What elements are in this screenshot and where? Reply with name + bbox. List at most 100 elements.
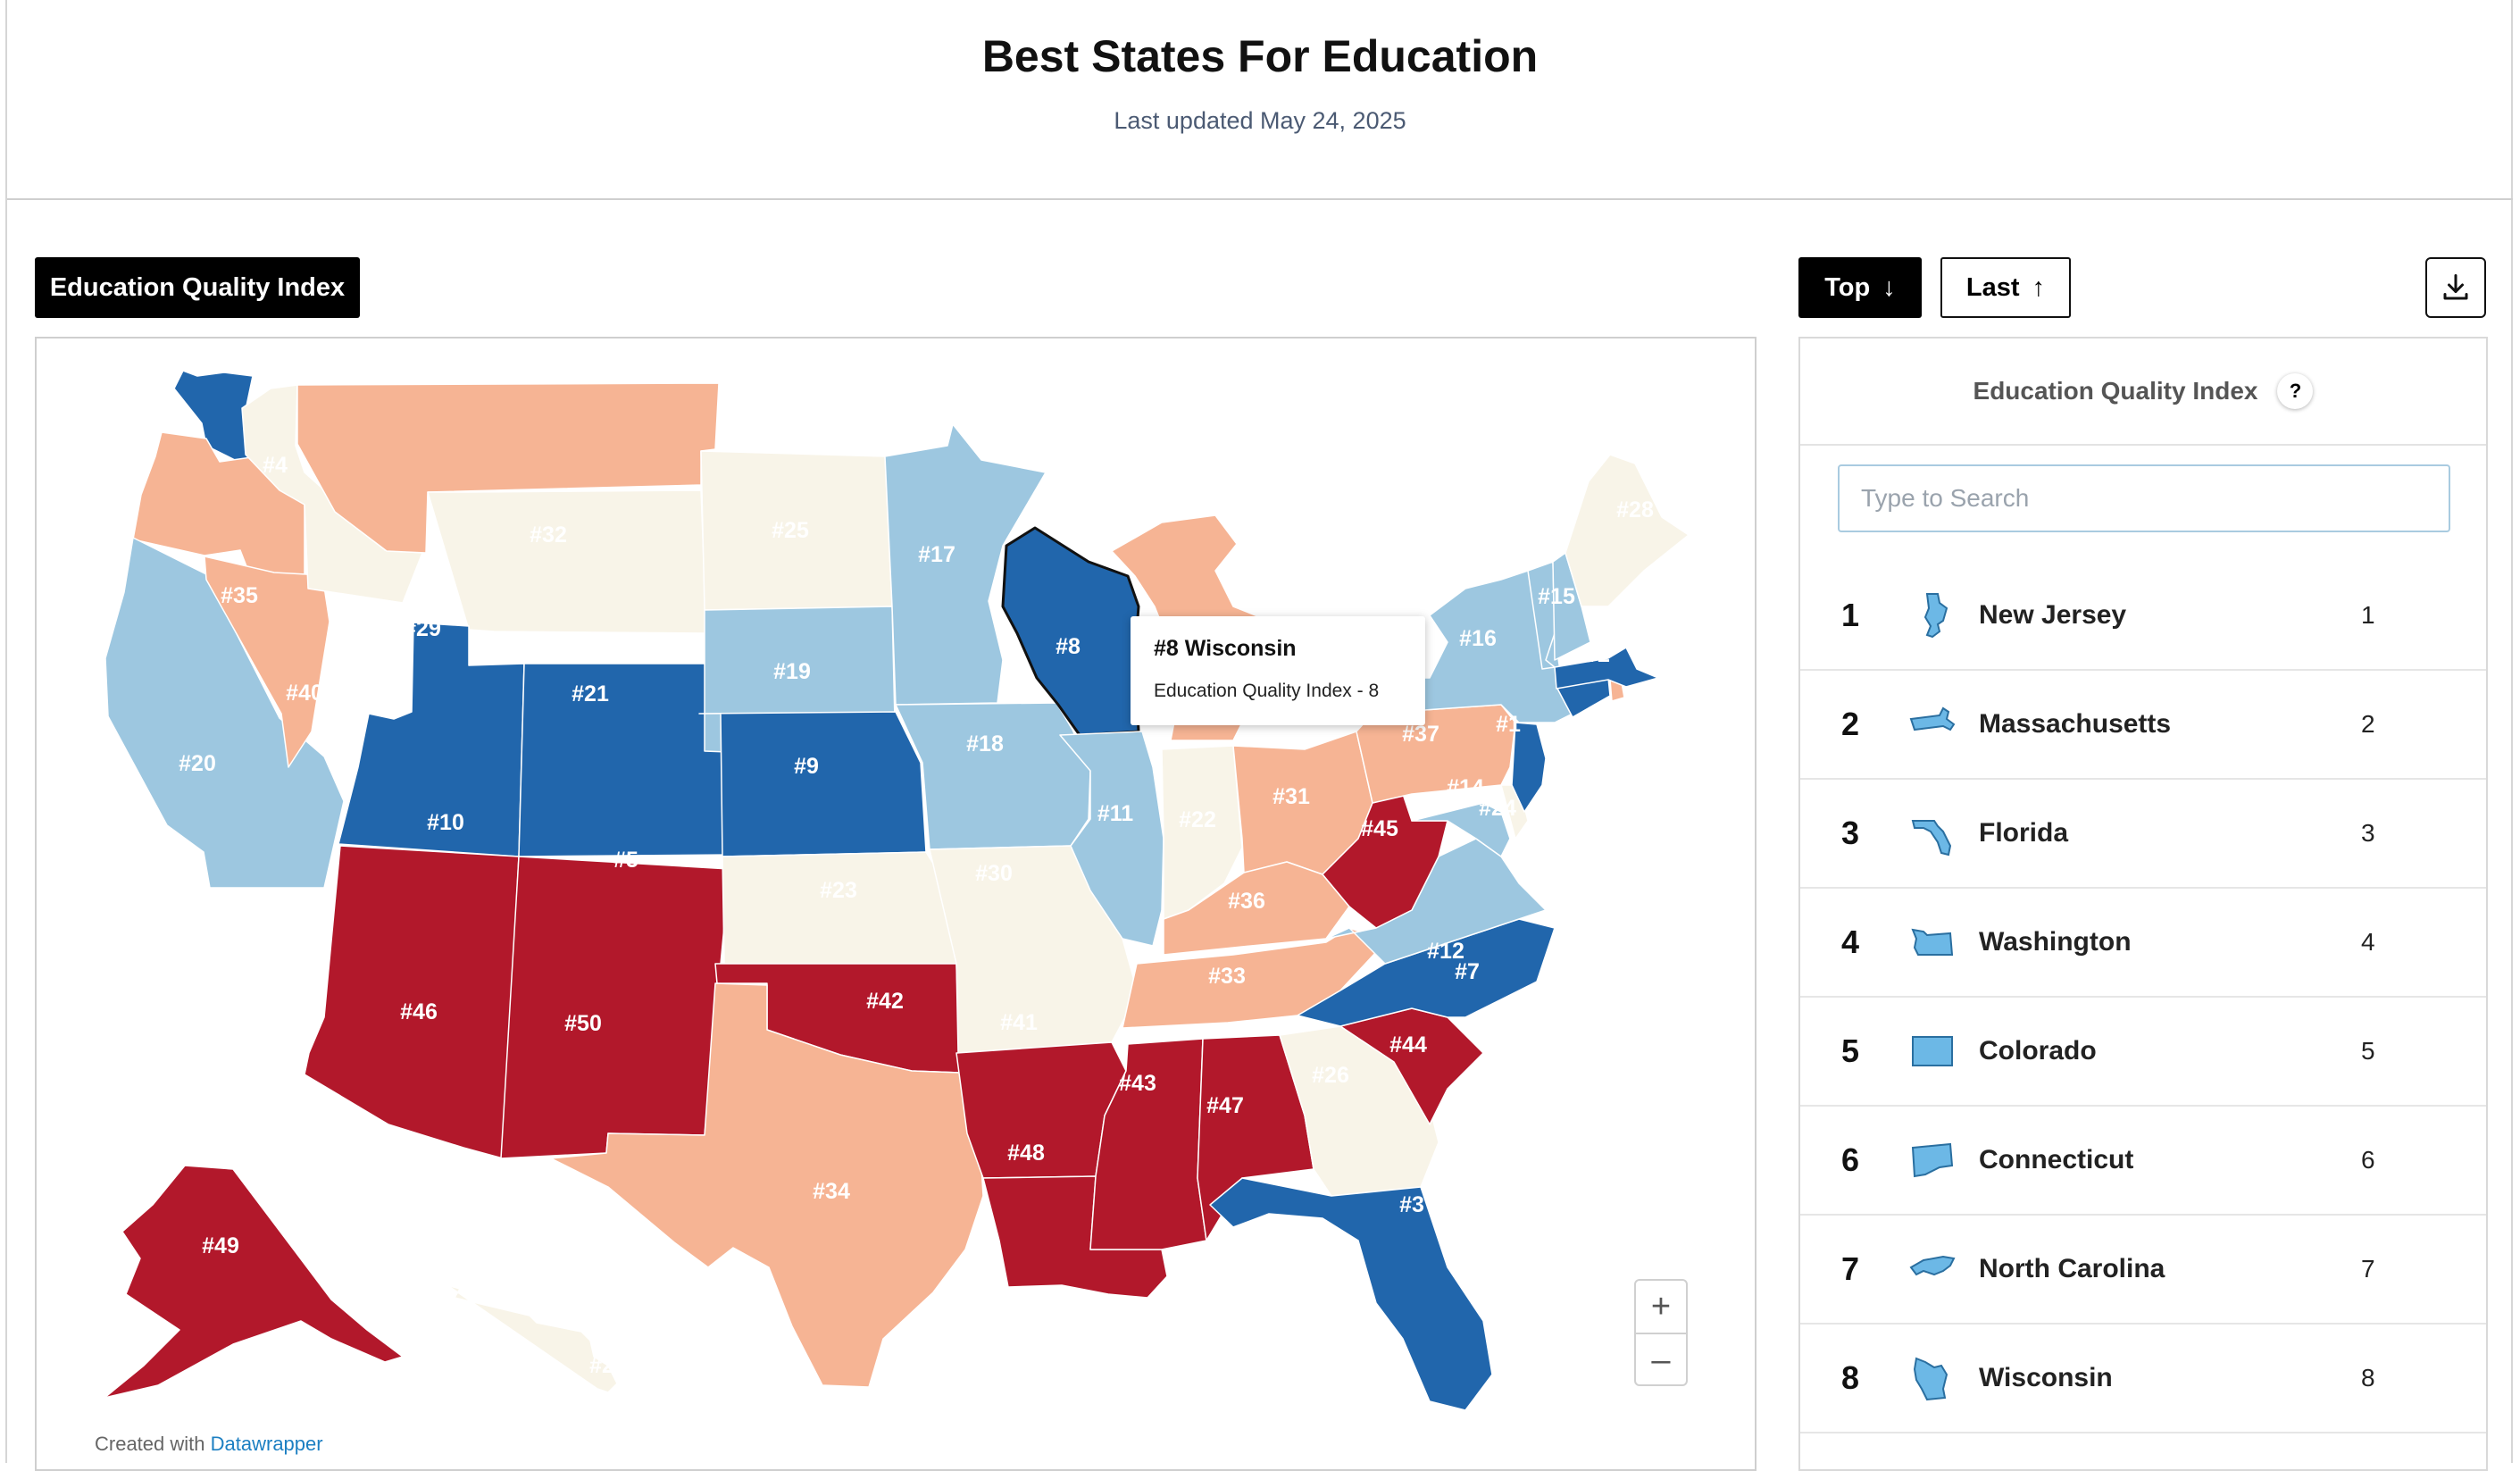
row-state-name: Connecticut [1979,1145,2134,1174]
state-label-al: #47 [1206,1093,1244,1118]
ranking-row[interactable]: 6 Connecticut 6 [1800,1107,2486,1216]
ranking-row[interactable]: 4 Washington 4 [1800,889,2486,998]
state-shape-icon [1911,1142,1954,1178]
ranking-row[interactable]: 3 Florida 3 [1800,780,2486,889]
state-label-ga: #26 [1312,1063,1349,1088]
state-nc[interactable] [1297,918,1556,1027]
state-label-ak: #49 [202,1233,239,1258]
state-tx[interactable] [550,982,984,1388]
zoom-in-button[interactable]: + [1636,1281,1686,1334]
sort-top-label: Top [1824,272,1871,302]
state-label-ms: #43 [1119,1071,1156,1096]
state-shape-icon [1911,928,1954,956]
state-label-ny: #16 [1459,626,1497,651]
state-tn[interactable] [1122,927,1388,1029]
state-label-wy: #21 [572,681,609,706]
metric-selector-button[interactable]: Education Quality Index [35,257,360,318]
download-button[interactable] [2425,257,2486,318]
search-input[interactable] [1838,464,2450,532]
page-title: Best States For Education [981,31,1539,81]
state-mn[interactable] [884,423,1047,706]
state-ut[interactable] [338,622,525,857]
ranking-header-title: Education Quality Index [1973,377,2258,405]
row-state-name: Washington [1979,927,2132,957]
sort-last-button[interactable]: Last ↑ [1940,257,2071,318]
page-frame [5,0,2513,1463]
state-label-nj: #1 [1496,712,1521,737]
state-label-or: #35 [221,583,258,608]
row-value: 8 [2361,1364,2375,1392]
state-shape-icon [1909,1255,1956,1276]
page-header: Best States For Education Last updated M… [7,0,2513,200]
state-ma[interactable] [1554,647,1659,690]
download-icon [2443,274,2468,300]
state-label-nv: #40 [286,681,323,706]
state-label-fl: #3 [1399,1192,1424,1217]
state-label-in: #22 [1179,807,1216,832]
ranking-row[interactable]: 8 Wisconsin 8 [1800,1325,2486,1433]
state-ne[interactable] [698,711,927,857]
credit-prefix: Created with [95,1433,205,1455]
row-value: 6 [2361,1146,2375,1174]
state-hi[interactable] [446,1284,618,1393]
state-label-co: #5 [613,848,638,873]
state-nh[interactable] [1552,552,1591,661]
ranking-row[interactable]: 9 Nebraska 9 [1800,1433,2486,1469]
state-me[interactable] [1565,454,1690,607]
state-label-wi: #8 [1056,634,1081,659]
state-label-mt: #32 [530,522,567,547]
state-label-oh: #31 [1273,784,1310,809]
ranking-row[interactable]: 1 New Jersey 1 [1800,562,2486,671]
state-label-md: #14 [1447,775,1484,800]
state-label-ca: #20 [179,751,216,776]
state-fl[interactable] [1209,1177,1493,1411]
row-rank: 1 [1841,597,1860,633]
row-value: 3 [2361,819,2375,847]
state-label-hi: #27 [589,1353,627,1378]
sort-top-button[interactable]: Top ↓ [1798,257,1922,318]
state-label-nh: #15 [1538,584,1575,609]
arrow-up-icon: ↑ [2032,272,2046,302]
row-rank: 7 [1841,1250,1860,1287]
state-shape-icon [1913,1357,1948,1401]
ranking-row[interactable]: 2 Massachusetts 2 [1800,671,2486,780]
row-rank: 8 [1841,1359,1860,1396]
map-panel: #4 #35 #20 #40 #29 #32 #21 #10 #46 #5 #50 #25 #19 #9 #… [35,337,1756,1471]
state-wy[interactable] [427,489,707,634]
state-label-az: #46 [400,999,438,1024]
row-rank: 6 [1841,1141,1860,1178]
row-state-name: Nebraska [1979,1433,2099,1469]
state-label-ia: #18 [966,731,1004,756]
state-nv[interactable] [204,556,330,768]
arrow-down-icon: ↓ [1882,272,1896,302]
help-icon[interactable]: ? [2277,373,2314,409]
row-value: 1 [2361,601,2375,629]
datawrapper-link[interactable]: Datawrapper [210,1433,323,1455]
state-label-ma: #2 [1585,642,1610,667]
state-label-pa: #37 [1402,722,1439,747]
row-value: 2 [2361,710,2375,738]
last-updated-text: Last updated May 24, 2025 [1114,107,1406,134]
state-md[interactable] [1411,802,1511,857]
ranking-header: Education Quality Index ? [1800,338,2486,446]
tooltip-detail: Education Quality Index - 8 [1154,681,1380,701]
state-il[interactable] [1059,731,1164,947]
state-label-il: #11 [1097,801,1133,826]
row-state-name: Wisconsin [1979,1363,2113,1392]
state-label-de: #24 [1479,796,1516,821]
state-label-ut: #10 [427,810,464,835]
state-label-nd: #25 [772,518,809,543]
state-label-va: #12 [1427,939,1464,964]
state-nj[interactable] [1511,722,1547,813]
row-rank: 3 [1841,815,1860,851]
us-choropleth-map: #4 #35 #20 #40 #29 #32 #21 #10 #46 #5 #50 #25 #19 #9 #… [104,370,1690,1411]
zoom-control: + – [1634,1279,1688,1386]
state-ak[interactable] [104,1165,404,1399]
ranking-row[interactable]: 7 North Carolina 7 [1800,1216,2486,1325]
row-rank: 2 [1841,706,1860,742]
ranking-row[interactable]: 5 Colorado 5 [1800,998,2486,1107]
state-nm[interactable] [500,856,730,1159]
state-ks[interactable] [722,851,957,965]
state-label-wv: #45 [1361,816,1398,841]
zoom-out-button[interactable]: – [1651,1341,1671,1379]
